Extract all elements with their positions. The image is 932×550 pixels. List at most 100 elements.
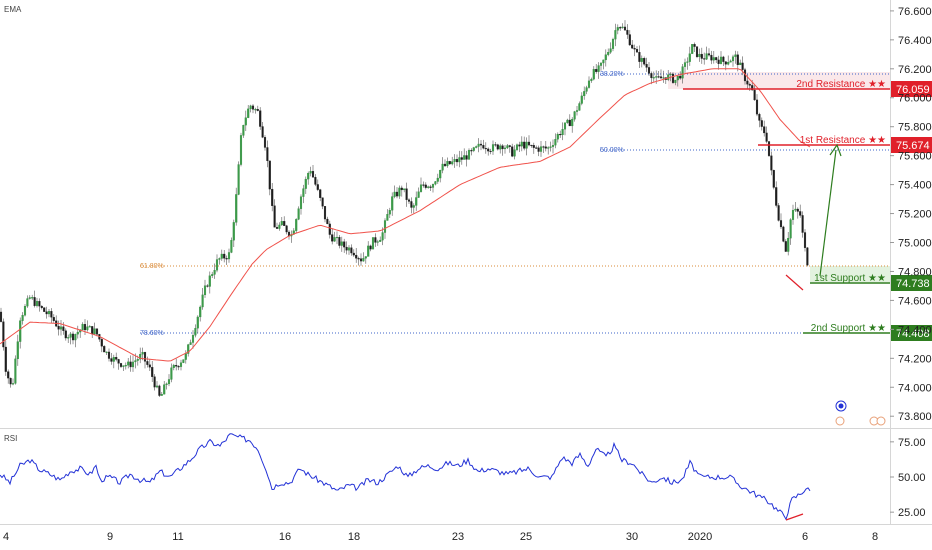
candle-body <box>165 383 168 385</box>
candle-body <box>775 187 778 206</box>
candle-body <box>146 361 149 365</box>
candle-body <box>520 141 523 147</box>
rsi-indicator-label: RSI <box>4 434 17 443</box>
candle-body <box>422 184 425 186</box>
candle-body <box>148 364 151 368</box>
candle-body <box>215 259 219 271</box>
time-tick-label: 23 <box>452 531 464 543</box>
candle-body <box>417 191 420 198</box>
candle-body <box>103 346 106 353</box>
candle-body <box>33 297 36 306</box>
candle-body <box>424 184 427 188</box>
candle-body <box>784 241 787 252</box>
candle-body <box>321 197 324 207</box>
candle-body <box>112 357 115 362</box>
candle-body <box>465 155 468 160</box>
candle-body <box>158 385 161 396</box>
candle-body <box>141 352 144 355</box>
price-tick-label: 76.600 <box>898 6 932 18</box>
candle-body <box>688 53 691 62</box>
candle-body <box>583 91 586 97</box>
price-low-line <box>785 274 804 291</box>
candle-body <box>561 129 564 136</box>
candle-body <box>458 157 461 163</box>
candle-body <box>791 210 795 220</box>
candle-body <box>712 57 715 61</box>
candle-body <box>177 366 180 368</box>
candle-body <box>662 77 665 79</box>
candle-body <box>7 371 10 379</box>
time-tick-label: 18 <box>348 531 360 543</box>
candle-body <box>587 80 591 88</box>
candle-body <box>542 146 545 148</box>
support-1-label: 1st Support ★★ <box>814 273 886 284</box>
event-icon[interactable] <box>835 416 845 426</box>
event-icon-3[interactable] <box>876 416 886 426</box>
candle-body <box>184 353 187 360</box>
candle-body <box>323 206 327 220</box>
candle-body <box>484 148 487 150</box>
candle-body <box>122 365 125 367</box>
candle-body <box>74 334 77 341</box>
candle-body <box>580 95 583 104</box>
candle-body <box>167 379 171 385</box>
candle-body <box>393 191 396 197</box>
candle-body <box>595 69 598 72</box>
candle-body <box>535 147 538 149</box>
candle-body <box>419 184 423 192</box>
candle-body <box>657 76 660 78</box>
candle-body <box>26 298 29 307</box>
candle-body <box>311 171 315 178</box>
time-tick-label: 2020 <box>688 531 712 543</box>
candle-body <box>400 187 403 191</box>
candle-body <box>203 285 207 296</box>
candle-body <box>381 232 384 241</box>
candle-body <box>503 147 507 150</box>
candle-body <box>242 124 245 136</box>
candle-body <box>429 186 432 188</box>
candle-body <box>779 220 783 228</box>
candle-body <box>359 258 363 262</box>
candle-body <box>285 225 288 233</box>
candle-body <box>69 333 72 338</box>
candle-body <box>362 258 365 262</box>
candle-body <box>129 361 132 368</box>
candle-body <box>249 105 252 110</box>
candle-body <box>549 146 552 148</box>
candle-body <box>722 56 725 62</box>
candle-body <box>280 221 283 226</box>
price-tick-label: 75.600 <box>898 151 932 163</box>
candle-body <box>799 211 802 216</box>
candle-body <box>21 315 24 321</box>
candle-body <box>307 173 310 180</box>
candle-body <box>213 270 216 275</box>
candle-body <box>50 311 53 318</box>
candle-body <box>710 54 713 61</box>
candle-body <box>201 294 204 308</box>
candle-body <box>566 119 569 123</box>
resistance-1-badge-text: 75.674 <box>896 140 930 152</box>
candle-body <box>575 110 579 112</box>
candle-body <box>134 360 137 363</box>
candle-body <box>746 80 749 85</box>
candle-body <box>537 147 540 152</box>
candle-body <box>611 39 615 49</box>
candle-body <box>573 111 576 120</box>
candle-body <box>455 159 459 163</box>
ema-line <box>0 68 811 362</box>
candle-body <box>263 137 267 148</box>
time-tick-label: 4 <box>3 531 9 543</box>
candle-body <box>707 53 711 56</box>
price-tick-label: 74.800 <box>898 266 932 278</box>
support-2-badge <box>891 325 932 341</box>
candle-body <box>527 141 531 146</box>
candle-body <box>376 241 379 243</box>
flag-icon-dot <box>838 403 844 409</box>
candle-body <box>254 109 257 111</box>
candle-body <box>801 215 804 233</box>
candle-body <box>220 253 223 259</box>
rsi-divergence-line <box>785 513 804 521</box>
resistance-2-badge <box>891 81 932 97</box>
candle-body <box>477 143 480 147</box>
candle-body <box>244 117 247 126</box>
